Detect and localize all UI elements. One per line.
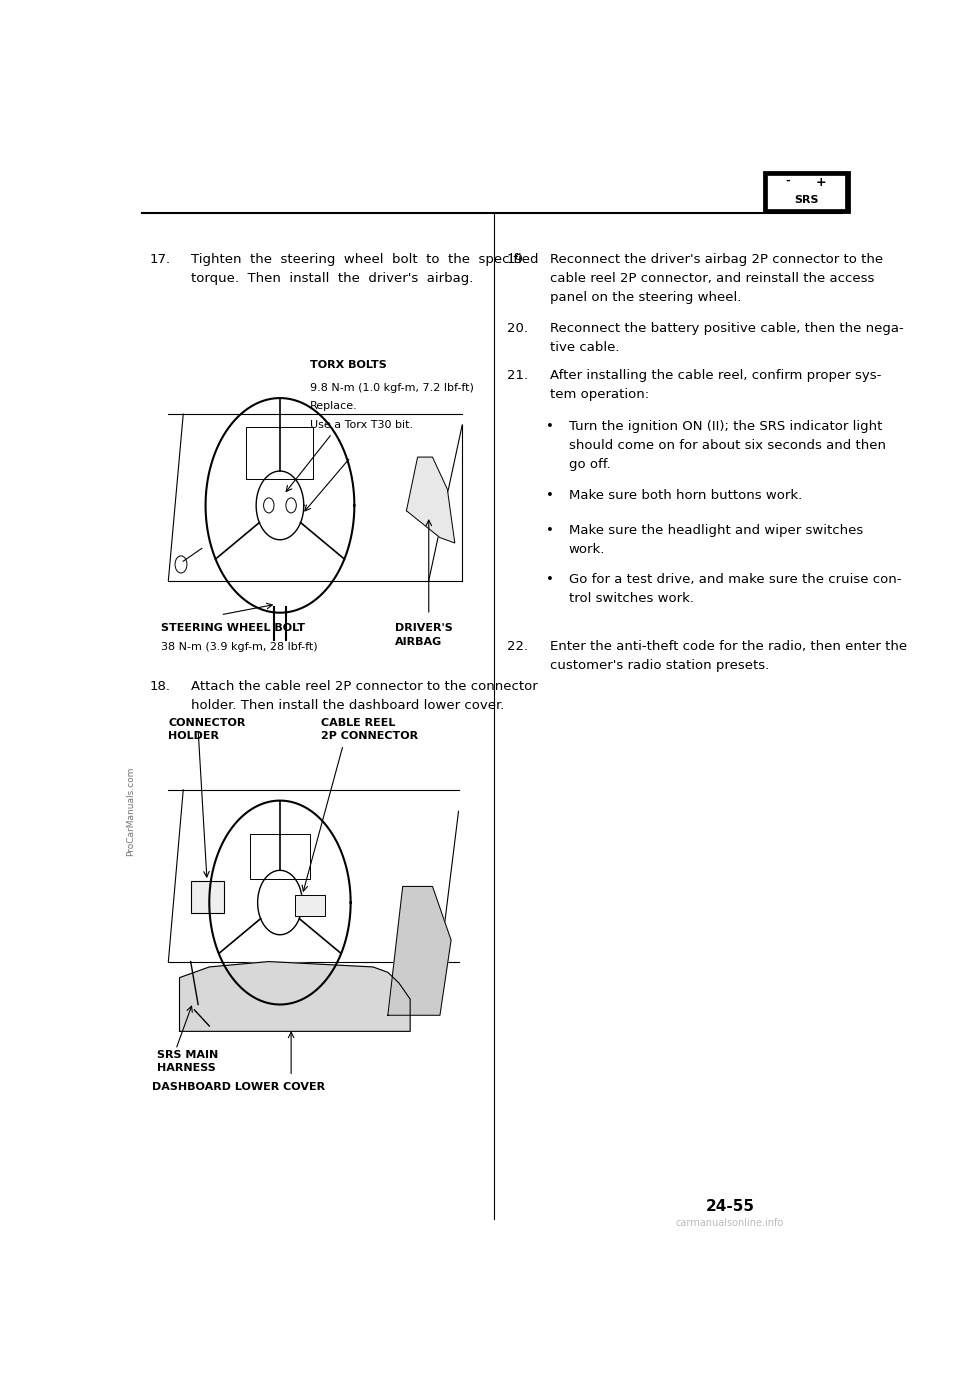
Text: DRIVER'S
AIRBAG: DRIVER'S AIRBAG <box>396 623 453 647</box>
Text: Make sure both horn buttons work.: Make sure both horn buttons work. <box>568 489 802 502</box>
Text: 17.: 17. <box>150 254 171 266</box>
Text: Enter the anti-theft code for the radio, then enter the
customer's radio station: Enter the anti-theft code for the radio,… <box>550 640 907 672</box>
Text: STEERING WHEEL BOLT: STEERING WHEEL BOLT <box>161 623 305 633</box>
FancyBboxPatch shape <box>161 408 469 597</box>
Text: 20.: 20. <box>507 322 528 335</box>
Polygon shape <box>388 887 451 1015</box>
Text: TORX BOLTS: TORX BOLTS <box>310 361 387 371</box>
FancyBboxPatch shape <box>161 753 469 1043</box>
Polygon shape <box>180 962 410 1032</box>
Text: Go for a test drive, and make sure the cruise con-
trol switches work.: Go for a test drive, and make sure the c… <box>568 573 901 605</box>
Text: Tighten  the  steering  wheel  bolt  to  the  specified
torque.  Then  install  : Tighten the steering wheel bolt to the s… <box>191 254 539 286</box>
Text: 22.: 22. <box>507 640 528 652</box>
Text: •: • <box>546 573 554 585</box>
Text: 19.: 19. <box>507 254 528 266</box>
Text: •: • <box>546 489 554 502</box>
Bar <box>295 895 324 916</box>
Text: DASHBOARD LOWER COVER: DASHBOARD LOWER COVER <box>153 1082 325 1092</box>
Text: Reconnect the driver's airbag 2P connector to the
cable reel 2P connector, and r: Reconnect the driver's airbag 2P connect… <box>550 254 883 304</box>
Bar <box>191 881 225 913</box>
Text: 24-55: 24-55 <box>706 1199 755 1214</box>
Text: 9.8 N-m (1.0 kgf-m, 7.2 lbf-ft): 9.8 N-m (1.0 kgf-m, 7.2 lbf-ft) <box>310 383 473 393</box>
Bar <box>251 834 310 880</box>
Text: Replace.: Replace. <box>310 401 357 411</box>
Bar <box>247 427 313 478</box>
Text: Turn the ignition ON (II); the SRS indicator light
should come on for about six : Turn the ignition ON (II); the SRS indic… <box>568 420 886 471</box>
Text: Make sure the headlight and wiper switches
work.: Make sure the headlight and wiper switch… <box>568 524 863 556</box>
Text: Reconnect the battery positive cable, then the nega-
tive cable.: Reconnect the battery positive cable, th… <box>550 322 903 354</box>
Text: SRS MAIN
HARNESS: SRS MAIN HARNESS <box>157 1050 219 1073</box>
Text: Attach the cable reel 2P connector to the connector
holder. Then install the das: Attach the cable reel 2P connector to th… <box>191 680 538 712</box>
Text: Use a Torx T30 bit.: Use a Torx T30 bit. <box>310 420 413 429</box>
Text: After installing the cable reel, confirm proper sys-
tem operation:: After installing the cable reel, confirm… <box>550 369 881 401</box>
Text: SRS: SRS <box>794 195 819 205</box>
FancyBboxPatch shape <box>767 174 846 209</box>
Text: CABLE REEL
2P CONNECTOR: CABLE REEL 2P CONNECTOR <box>321 718 418 742</box>
Text: 38 N-m (3.9 kgf-m, 28 lbf-ft): 38 N-m (3.9 kgf-m, 28 lbf-ft) <box>161 641 318 652</box>
Text: •: • <box>546 524 554 537</box>
Text: 18.: 18. <box>150 680 171 693</box>
Text: -: - <box>785 176 790 185</box>
Text: •: • <box>546 420 554 432</box>
Text: +: + <box>816 176 827 188</box>
FancyBboxPatch shape <box>763 171 849 212</box>
Text: ProCarManuals.com: ProCarManuals.com <box>126 767 135 856</box>
Polygon shape <box>406 457 455 542</box>
Text: 21.: 21. <box>507 369 528 382</box>
Text: carmanualsonline.info: carmanualsonline.info <box>676 1218 784 1228</box>
Text: CONNECTOR
HOLDER: CONNECTOR HOLDER <box>168 718 246 742</box>
